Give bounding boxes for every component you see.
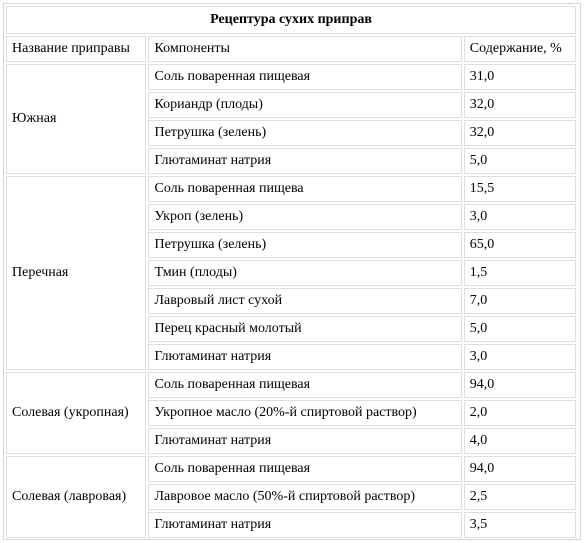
content-percent-cell: 3,5 bbox=[463, 512, 576, 538]
component-cell: Соль поваренная пищевая bbox=[148, 64, 462, 90]
content-percent-cell: 2,5 bbox=[463, 484, 576, 510]
column-header-components: Компоненты bbox=[148, 36, 462, 62]
table-row: Глютаминат натрия 5,0 bbox=[6, 148, 576, 174]
seasoning-name-cell: Южная bbox=[6, 64, 147, 174]
content-percent-cell: 5,0 bbox=[463, 148, 576, 174]
table-row: Лавровое масло (50%-й спиртовой раствор)… bbox=[6, 484, 576, 510]
content-percent-cell: 5,0 bbox=[463, 316, 576, 342]
component-cell: Лавровый лист сухой bbox=[148, 288, 462, 314]
content-percent-cell: 1,5 bbox=[463, 260, 576, 286]
table-row: Солевая (лавровая) Соль поваренная пищева… bbox=[6, 456, 576, 538]
table-row: Солевая (укропная) Соль поваренная пищева… bbox=[6, 372, 576, 454]
table-header-row: Название приправы Компоненты Содержание,… bbox=[6, 36, 576, 62]
table-row: Кориандр (плоды) 32,0 bbox=[6, 92, 576, 118]
table-row: Петрушка (зелень) 65,0 bbox=[6, 232, 576, 258]
table-row: Перец красный молотый 5,0 bbox=[6, 316, 576, 342]
seasoning-name-cell: Перечная bbox=[6, 176, 147, 370]
content-percent-cell: 65,0 bbox=[463, 232, 576, 258]
component-cell: Перец красный молотый bbox=[148, 316, 462, 342]
column-header-content: Содержание, % bbox=[463, 36, 576, 62]
table-row: Глютаминат натрия 3,5 bbox=[6, 512, 576, 538]
component-cell: Соль поваренная пищевая bbox=[148, 372, 462, 398]
content-percent-cell: 32,0 bbox=[463, 120, 576, 146]
table-row: Глютаминат натрия 4,0 bbox=[6, 428, 576, 454]
table-row: Тмин (плоды) 1,5 bbox=[6, 260, 576, 286]
table-caption-row: Рецептура сухих приправ bbox=[6, 6, 576, 34]
component-cell: Тмин (плоды) bbox=[148, 260, 462, 286]
recipe-table-container: Рецептура сухих приправ Название приправ… bbox=[3, 3, 581, 540]
table-row: Укропное масло (20%-й спиртовой раствор)… bbox=[6, 400, 576, 426]
content-percent-cell: 32,0 bbox=[463, 92, 576, 118]
component-cell: Петрушка (зелень) bbox=[148, 232, 462, 258]
table-title: Рецептура сухих приправ bbox=[6, 6, 576, 34]
component-cell: Укропное масло (20%-й спиртовой раствор) bbox=[148, 400, 462, 426]
content-percent-cell: 31,0 bbox=[463, 64, 576, 90]
content-percent-cell: 94,0 bbox=[463, 456, 576, 482]
seasoning-name-cell: Солевая (укропная) bbox=[6, 372, 147, 454]
component-cell: Лавровое масло (50%-й спиртовой раствор) bbox=[148, 484, 462, 510]
content-percent-cell: 94,0 bbox=[463, 372, 576, 398]
table-row: Петрушка (зелень) 32,0 bbox=[6, 120, 576, 146]
component-cell: Глютаминат натрия bbox=[148, 428, 462, 454]
content-percent-cell: 3,0 bbox=[463, 344, 576, 370]
column-header-name: Название приправы bbox=[6, 36, 147, 62]
content-percent-cell: 3,0 bbox=[463, 204, 576, 230]
component-cell: Глютаминат натрия bbox=[148, 512, 462, 538]
component-cell: Укроп (зелень) bbox=[148, 204, 462, 230]
seasoning-name-cell: Солевая (лавровая) bbox=[6, 456, 147, 538]
component-cell: Соль поваренная пищева bbox=[148, 176, 462, 202]
component-cell: Соль поваренная пищевая bbox=[148, 456, 462, 482]
component-cell: Петрушка (зелень) bbox=[148, 120, 462, 146]
content-percent-cell: 4,0 bbox=[463, 428, 576, 454]
content-percent-cell: 2,0 bbox=[463, 400, 576, 426]
component-cell: Глютаминат натрия bbox=[148, 148, 462, 174]
table-row: Лавровый лист сухой 7,0 bbox=[6, 288, 576, 314]
table-row: Перечная Соль поваренная пищева 15,5 bbox=[6, 176, 576, 370]
table-row: Южная Соль поваренная пищевая 31,0 bbox=[6, 64, 576, 174]
content-percent-cell: 15,5 bbox=[463, 176, 576, 202]
content-percent-cell: 7,0 bbox=[463, 288, 576, 314]
table-row: Укроп (зелень) 3,0 bbox=[6, 204, 576, 230]
component-cell: Кориандр (плоды) bbox=[148, 92, 462, 118]
table-row: Глютаминат натрия 3,0 bbox=[6, 344, 576, 370]
table-body: Южная Соль поваренная пищевая 31,0 Кориандр… bbox=[6, 64, 576, 538]
component-cell: Глютаминат натрия bbox=[148, 344, 462, 370]
recipe-table: Рецептура сухих приправ Название приправ… bbox=[4, 4, 578, 540]
